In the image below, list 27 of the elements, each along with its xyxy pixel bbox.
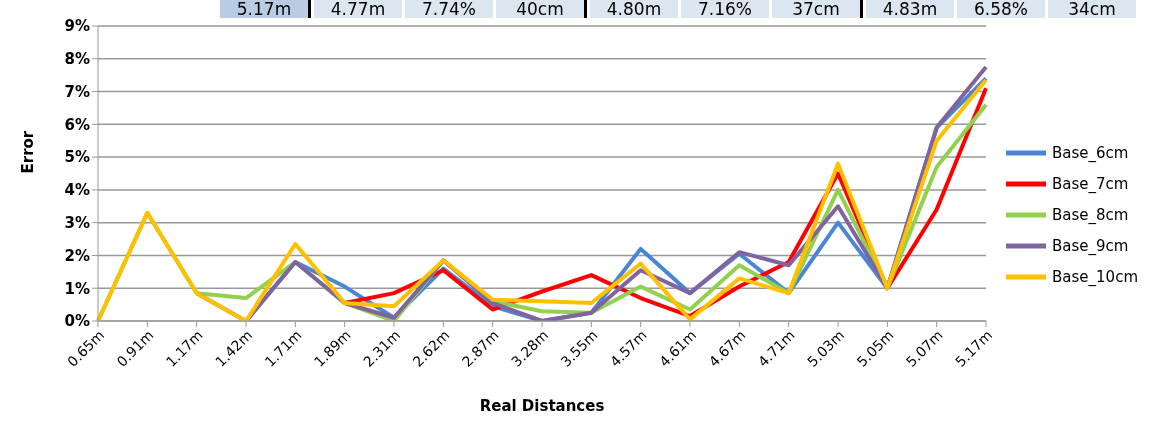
text: 4.77m <box>314 0 402 19</box>
y-tick-label: 3% <box>64 213 90 232</box>
y-tick-label: 4% <box>64 181 90 200</box>
y-tick-label: 7% <box>64 82 90 101</box>
y-tick-label: 5% <box>64 148 90 167</box>
text: 7.74% <box>405 0 493 19</box>
x-axis-title: Real Distances <box>479 397 605 415</box>
legend-label: Base_9cm <box>1052 236 1129 255</box>
legend-label: Base_8cm <box>1052 205 1129 224</box>
text: 6.58% <box>957 0 1045 19</box>
text: 4.83m <box>866 0 954 19</box>
legend-label: Base_6cm <box>1052 143 1129 162</box>
y-tick-label: 2% <box>64 246 90 265</box>
text: 37cm <box>772 0 863 19</box>
y-tick-label: 1% <box>64 279 90 298</box>
text: 5.17m <box>220 0 311 19</box>
legend-label: Base_7cm <box>1052 174 1129 193</box>
y-tick-label: 8% <box>64 50 90 69</box>
text: 7.16% <box>681 0 769 19</box>
legend-label: Base_10cm <box>1052 267 1138 286</box>
text: 4.80m <box>590 0 678 19</box>
y-axis-title: Error <box>19 130 38 174</box>
text: 34cm <box>1048 0 1136 19</box>
y-tick-label: 9% <box>64 17 90 36</box>
y-tick-label: 6% <box>64 115 90 134</box>
y-tick-label: 0% <box>64 312 90 331</box>
text: 40cm <box>496 0 587 19</box>
